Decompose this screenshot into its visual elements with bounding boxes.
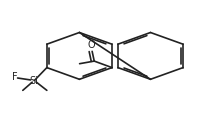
- Text: O: O: [87, 40, 95, 50]
- Text: Si: Si: [30, 76, 39, 86]
- Text: F: F: [12, 72, 18, 82]
